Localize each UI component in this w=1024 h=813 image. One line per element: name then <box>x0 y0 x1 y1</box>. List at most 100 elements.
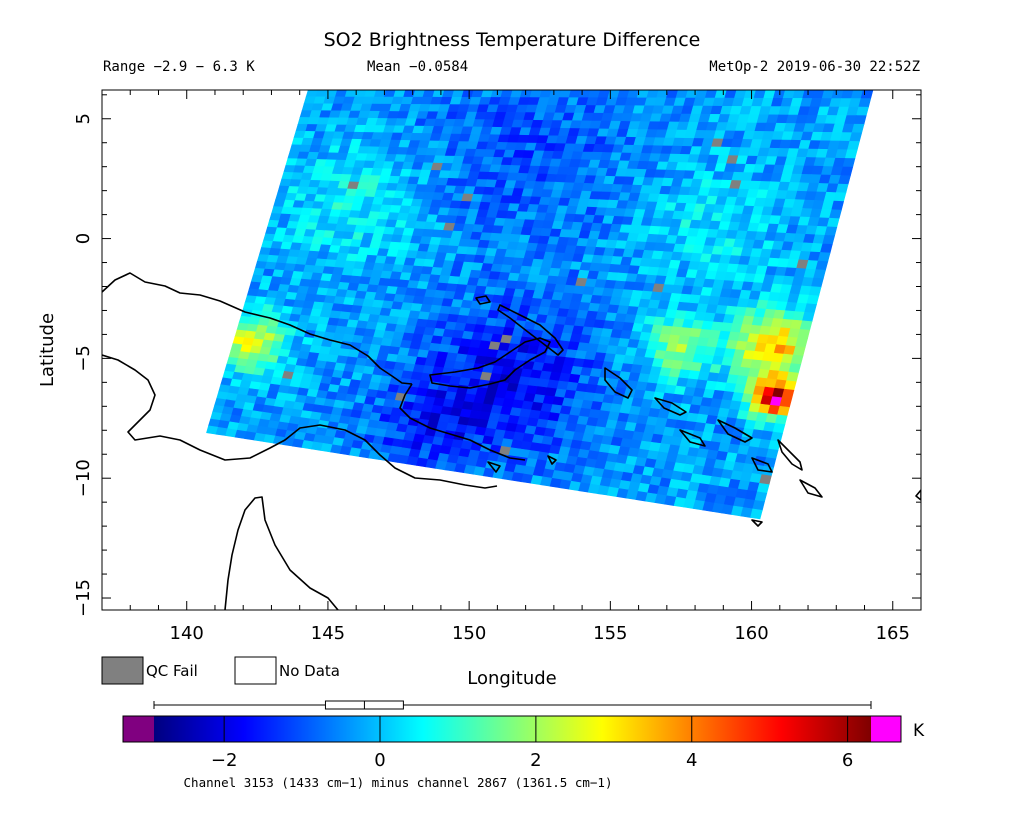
heatmap-cell <box>765 448 779 460</box>
colorbar-tick-label: 2 <box>530 750 541 771</box>
heatmap-cell <box>804 303 817 314</box>
colorbar-ticks: −2 0 2 4 6 <box>211 716 853 771</box>
coastline-islet-6 <box>915 489 921 501</box>
x-axis-label: Longitude <box>467 668 557 689</box>
heatmap-cell <box>815 260 829 271</box>
heatmap-cell <box>750 508 763 520</box>
y-tick-label: 5 <box>73 113 94 124</box>
mean-label: Mean −0.0584 <box>367 59 468 75</box>
coastline-islet-2 <box>777 439 803 471</box>
coastline-papua-east <box>399 383 526 461</box>
heatmap-cell <box>851 123 865 134</box>
coastline-islet-1 <box>799 479 823 498</box>
heatmap-cell <box>792 346 806 357</box>
heatmap-cell <box>829 209 842 220</box>
coastline-new-ireland <box>497 304 564 356</box>
colorbar-tick-label: 6 <box>842 750 853 771</box>
colorbar-under-swatch <box>123 716 154 742</box>
coastline-australia-cape-york <box>224 496 339 610</box>
heatmap-cell <box>808 286 822 297</box>
heatmap-cell <box>822 234 835 245</box>
colorbar-tick-label: 4 <box>686 750 697 771</box>
qc-fail-swatch <box>101 656 144 685</box>
colorbar-over-swatch <box>871 716 901 742</box>
chart-title: SO2 Brightness Temperature Difference <box>324 29 701 51</box>
colorbar-tick-label: 0 <box>374 750 385 771</box>
colorbar: −2 0 2 4 6 K Channel 3153 (1433 cm−1) minus … <box>122 700 925 790</box>
plot-area: 140 145 150 155 160 165 5 0 −5 −10 −15 <box>73 89 922 644</box>
x-tick-label: 145 <box>311 623 345 644</box>
heatmap-cell <box>772 423 786 434</box>
x-tick-label: 160 <box>734 623 768 644</box>
heatmap-cell <box>817 252 831 262</box>
heatmap-cell <box>795 337 808 348</box>
coastline-new-guinea-north <box>102 272 413 385</box>
qc-legend: QC Fail No Data <box>101 656 340 685</box>
heatmap-cell <box>860 90 874 99</box>
x-tick-label: 140 <box>170 623 204 644</box>
y-axis-ticks: 5 0 −5 −10 −15 <box>73 94 921 617</box>
coastline-new-britain <box>429 337 551 389</box>
heatmap-cell <box>754 491 768 503</box>
heatmap-cell <box>833 192 847 202</box>
heatmap-cell <box>790 354 804 365</box>
colorbar-boxplot <box>153 700 872 710</box>
x-axis-ticks: 140 145 150 155 160 165 <box>129 90 922 644</box>
colorbar-gradient <box>154 716 871 742</box>
y-tick-label: −10 <box>73 459 94 497</box>
heatmap-cell <box>853 115 867 125</box>
y-tick-label: 0 <box>73 233 94 244</box>
heatmap-cell <box>759 474 772 485</box>
heatmap-cell <box>781 388 795 400</box>
y-tick-label: −5 <box>73 345 94 372</box>
heatmap-cell <box>802 311 815 322</box>
heatmap-cell <box>844 149 858 159</box>
colorbar-caption: Channel 3153 (1433 cm−1) minus channel 2… <box>184 775 613 790</box>
coastline-solomon-3 <box>679 429 706 447</box>
coastline-solomon-1 <box>654 397 687 416</box>
heatmap-cell <box>831 200 844 211</box>
heatmap-cell <box>842 158 856 168</box>
heatmap-swath <box>206 90 874 520</box>
heatmap-cell <box>824 226 838 237</box>
heatmap-cell <box>811 277 824 288</box>
coastline-islet-4 <box>487 461 501 473</box>
coastline-solomon-2 <box>717 419 753 443</box>
coastline-new-guinea-south <box>102 354 498 489</box>
satellite-time-label: MetOp-2 2019-06-30 22:52Z <box>709 59 920 75</box>
heatmap-cell <box>840 166 854 177</box>
no-data-label: No Data <box>279 662 340 680</box>
heatmap-cell <box>786 371 799 383</box>
heatmap-cell <box>838 175 851 185</box>
no-data-swatch <box>234 656 277 685</box>
colorbar-tick-label: −2 <box>211 750 238 771</box>
heatmap-cell <box>783 380 797 391</box>
heatmap-cell <box>799 320 813 331</box>
heatmap-cell <box>847 140 860 151</box>
plot-frame <box>101 89 922 611</box>
y-tick-label: −15 <box>73 579 94 617</box>
y-axis-label: Latitude <box>37 313 58 387</box>
coastlines <box>102 272 921 610</box>
x-tick-label: 165 <box>876 623 910 644</box>
heatmap-cell <box>856 106 869 117</box>
heatmap-cell <box>813 269 826 280</box>
heatmap-cell <box>849 132 863 142</box>
colorbar-frame <box>122 715 902 743</box>
x-tick-label: 155 <box>593 623 627 644</box>
heatmap-cell <box>835 183 849 194</box>
coastline-bougainville <box>604 367 633 399</box>
heatmap-cell <box>826 217 840 228</box>
colorbar-unit: K <box>913 721 925 741</box>
heatmap-cell <box>770 431 783 443</box>
x-tick-label: 150 <box>452 623 486 644</box>
coastline-islet-3 <box>751 519 763 527</box>
heatmap-cell <box>779 397 793 408</box>
heatmap-cell <box>777 405 790 417</box>
coastline-manus <box>475 295 491 305</box>
heatmap-cell <box>806 294 820 305</box>
heatmap-cell <box>774 414 788 425</box>
qc-fail-label: QC Fail <box>146 662 198 680</box>
heatmap-cell <box>788 363 802 374</box>
